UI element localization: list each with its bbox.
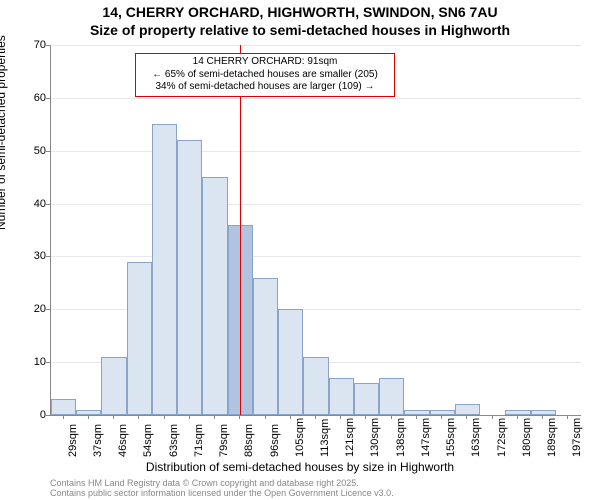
histogram-bar [253, 278, 278, 415]
x-tick-mark [391, 415, 392, 419]
x-tick-label: 113sqm [319, 419, 331, 457]
x-tick-mark [315, 415, 316, 419]
histogram-bar [202, 177, 227, 415]
callout-line-3: 34% of semi-detached houses are larger (… [140, 81, 390, 94]
y-tick-mark [46, 151, 50, 152]
footer-attribution: Contains HM Land Registry data © Crown c… [50, 478, 394, 499]
x-tick-label: 189sqm [546, 418, 558, 457]
footer-line-2: Contains public sector information licen… [50, 488, 394, 498]
y-tick-label: 20 [16, 303, 46, 315]
histogram-bar [329, 378, 354, 415]
histogram-bar [76, 410, 101, 415]
x-axis-title: Distribution of semi-detached houses by … [0, 460, 600, 474]
x-tick-mark [214, 415, 215, 419]
chart-container: 14, CHERRY ORCHARD, HIGHWORTH, SWINDON, … [0, 0, 600, 500]
gridline [51, 45, 581, 46]
x-tick-mark [63, 415, 64, 419]
y-tick-label: 10 [16, 356, 46, 368]
x-tick-label: 71sqm [193, 424, 205, 457]
x-tick-mark [365, 415, 366, 419]
plot-area [50, 45, 581, 416]
histogram-bar [127, 262, 152, 415]
x-tick-label: 172sqm [496, 418, 508, 457]
histogram-bar [177, 140, 202, 415]
footer-line-1: Contains HM Land Registry data © Crown c… [50, 478, 394, 488]
chart-title-sub: Size of property relative to semi-detach… [0, 22, 600, 38]
x-tick-label: 96sqm [269, 424, 281, 457]
y-tick-mark [46, 309, 50, 310]
x-tick-mark [88, 415, 89, 419]
x-tick-label: 37sqm [92, 424, 104, 457]
x-tick-mark [416, 415, 417, 419]
callout-line-1: 14 CHERRY ORCHARD: 91sqm [140, 56, 390, 69]
y-tick-mark [46, 98, 50, 99]
x-tick-mark [492, 415, 493, 419]
gridline [51, 204, 581, 205]
x-tick-label: 105sqm [294, 418, 306, 457]
histogram-bar [101, 357, 126, 415]
gridline [51, 151, 581, 152]
x-tick-label: 147sqm [420, 418, 432, 457]
x-tick-label: 88sqm [243, 424, 255, 457]
y-tick-mark [46, 45, 50, 46]
y-tick-label: 0 [16, 409, 46, 421]
y-tick-label: 30 [16, 250, 46, 262]
histogram-bar [152, 124, 177, 415]
x-tick-label: 155sqm [445, 418, 457, 457]
x-tick-label: 163sqm [470, 418, 482, 457]
gridline [51, 256, 581, 257]
x-tick-label: 180sqm [521, 418, 533, 457]
x-tick-mark [290, 415, 291, 419]
chart-title-main: 14, CHERRY ORCHARD, HIGHWORTH, SWINDON, … [0, 4, 600, 20]
x-tick-mark [441, 415, 442, 419]
y-tick-label: 60 [16, 92, 46, 104]
x-tick-mark [138, 415, 139, 419]
histogram-bar [303, 357, 328, 415]
x-tick-mark [189, 415, 190, 419]
gridline [51, 98, 581, 99]
y-tick-mark [46, 415, 50, 416]
callout-box: 14 CHERRY ORCHARD: 91sqm ← 65% of semi-d… [135, 53, 395, 97]
histogram-bar [278, 309, 303, 415]
x-tick-label: 121sqm [344, 418, 356, 457]
x-tick-mark [340, 415, 341, 419]
histogram-bar [505, 410, 530, 415]
y-tick-label: 50 [16, 145, 46, 157]
y-tick-mark [46, 362, 50, 363]
x-tick-mark [265, 415, 266, 419]
y-axis-title: Number of semi-detached properties [0, 35, 8, 230]
x-tick-label: 54sqm [142, 424, 154, 457]
x-tick-mark [466, 415, 467, 419]
x-tick-label: 197sqm [571, 418, 583, 457]
y-tick-mark [46, 204, 50, 205]
y-tick-label: 40 [16, 198, 46, 210]
histogram-bar [354, 383, 379, 415]
histogram-bar [51, 399, 76, 415]
x-tick-label: 29sqm [67, 424, 79, 457]
histogram-bar [455, 404, 480, 415]
x-tick-mark [113, 415, 114, 419]
x-tick-label: 79sqm [218, 424, 230, 457]
x-tick-mark [239, 415, 240, 419]
y-tick-mark [46, 256, 50, 257]
x-tick-label: 46sqm [117, 424, 129, 457]
x-tick-label: 63sqm [168, 424, 180, 457]
reference-line [240, 45, 241, 415]
histogram-bar [404, 410, 429, 415]
x-tick-mark [164, 415, 165, 419]
x-tick-mark [542, 415, 543, 419]
histogram-bar [379, 378, 404, 415]
x-tick-label: 138sqm [395, 418, 407, 457]
x-tick-mark [567, 415, 568, 419]
x-tick-label: 130sqm [369, 418, 381, 457]
callout-line-2: ← 65% of semi-detached houses are smalle… [140, 69, 390, 82]
y-tick-label: 70 [16, 39, 46, 51]
x-tick-mark [517, 415, 518, 419]
